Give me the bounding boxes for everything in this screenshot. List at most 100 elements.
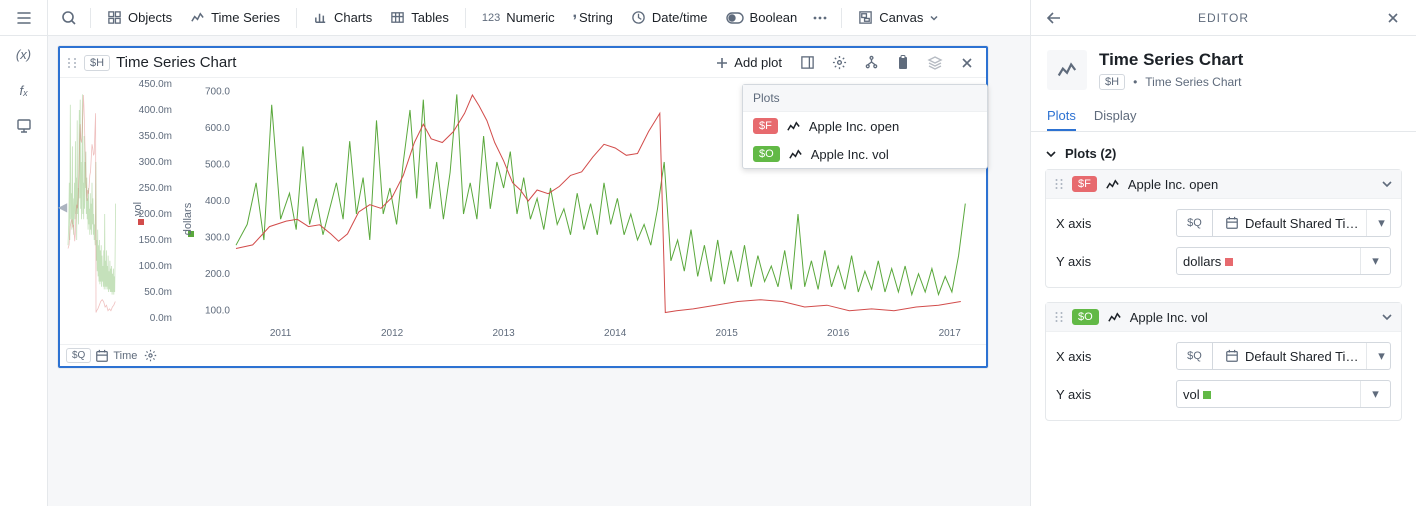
summary-chart-icon: [1047, 50, 1087, 90]
toolbar-tables-label: Tables: [411, 10, 449, 25]
legend-item-open[interactable]: $F Apple Inc. open: [743, 112, 987, 140]
line-chart-icon: [1105, 177, 1120, 192]
layers-icon[interactable]: [922, 50, 948, 76]
toolbar-objects[interactable]: Objects: [99, 6, 180, 29]
x-axis-label: X axis: [1056, 349, 1166, 364]
editor-summary: Time Series Chart $H • Time Series Chart: [1031, 36, 1416, 100]
y-axis-value: vol: [1183, 387, 1200, 402]
toolbar-time-series[interactable]: Time Series: [182, 6, 288, 29]
toolbar-more-icon[interactable]: [807, 5, 833, 31]
svg-text:500.0: 500.0: [205, 159, 230, 170]
plot-block-vol: $O Apple Inc. vol X axis $Q Default Shar…: [1045, 302, 1402, 421]
x-axis-badge: $Q: [1177, 210, 1213, 236]
drag-handle-icon[interactable]: [1054, 177, 1064, 191]
search-icon[interactable]: [56, 5, 82, 31]
toolbar-numeric[interactable]: 123 Numeric: [474, 6, 563, 29]
x-axis-select[interactable]: $Q Default Shared Ti… ▾: [1176, 342, 1391, 370]
x-axis-select[interactable]: $Q Default Shared Ti… ▾: [1176, 209, 1391, 237]
editor-tabs: Plots Display: [1031, 100, 1416, 132]
svg-text:350.0m: 350.0m: [139, 131, 172, 142]
drag-handle-icon[interactable]: [1054, 310, 1064, 324]
editor-close-icon[interactable]: [1380, 5, 1406, 31]
chevron-down-icon: ▾: [1360, 381, 1384, 407]
clipboard-icon[interactable]: [890, 50, 916, 76]
editor-body: Plots (2) $F Apple Inc. open X axis $Q: [1031, 132, 1416, 506]
summary-type: Time Series Chart: [1145, 75, 1241, 89]
footer-gear-icon[interactable]: [141, 347, 159, 365]
chart-badge: $H: [84, 55, 110, 71]
gear-icon[interactable]: [826, 50, 852, 76]
legend-item-vol[interactable]: $O Apple Inc. vol: [743, 140, 987, 168]
svg-text:200.0: 200.0: [205, 269, 230, 280]
plot-block-vol-header[interactable]: $O Apple Inc. vol: [1046, 303, 1401, 332]
hierarchy-icon[interactable]: [858, 50, 884, 76]
close-icon[interactable]: [954, 50, 980, 76]
toolbar-tables[interactable]: Tables: [382, 6, 457, 29]
hamburger-icon[interactable]: [0, 0, 48, 36]
legend-badge-open: $F: [753, 118, 778, 134]
svg-text:100.0m: 100.0m: [139, 261, 172, 272]
legend-badge-vol: $O: [753, 146, 780, 162]
svg-text:dollars: dollars: [182, 202, 194, 235]
toolbar-string[interactable]: ,, String: [565, 5, 621, 30]
calendar-icon: [1225, 216, 1239, 230]
chart-title: Time Series Chart: [116, 54, 236, 71]
x-axis-label: X axis: [1056, 216, 1166, 231]
back-icon[interactable]: [1041, 5, 1067, 31]
svg-text:450.0m: 450.0m: [139, 79, 172, 90]
svg-text:2016: 2016: [827, 328, 850, 339]
editor-header: EDITOR: [1031, 0, 1416, 36]
add-plot-button[interactable]: Add plot: [709, 52, 788, 73]
editor-panel: EDITOR Time Series Chart $H • Time Serie…: [1030, 0, 1416, 506]
y-axis-value: dollars: [1183, 254, 1221, 269]
drag-handle-icon[interactable]: [66, 56, 78, 70]
function-icon[interactable]: fx: [0, 72, 48, 108]
plot-block-open-header[interactable]: $F Apple Inc. open: [1046, 170, 1401, 199]
svg-text:2017: 2017: [939, 328, 962, 339]
calendar-icon: [1225, 349, 1239, 363]
plot-label: Apple Inc. open: [1128, 177, 1218, 192]
svg-text:300.0m: 300.0m: [139, 157, 172, 168]
svg-text:250.0m: 250.0m: [139, 183, 172, 194]
toolbar-charts[interactable]: Charts: [305, 6, 380, 29]
chevron-down-icon: [1381, 311, 1393, 323]
canvas[interactable]: ◀ $H Time Series Chart Add plot: [48, 36, 1030, 506]
variable-icon[interactable]: (x): [0, 36, 48, 72]
toolbar-boolean[interactable]: Boolean: [718, 6, 806, 29]
presentation-icon[interactable]: [0, 108, 48, 144]
plots-section-label: Plots (2): [1065, 146, 1116, 161]
tab-plots[interactable]: Plots: [1047, 100, 1076, 131]
layout-panel-icon[interactable]: [794, 50, 820, 76]
plot-badge: $F: [1072, 176, 1097, 192]
plots-section-header[interactable]: Plots (2): [1045, 142, 1402, 169]
x-axis-badge: $Q: [1177, 343, 1213, 369]
top-toolbar: Objects Time Series Charts Tables 123 Nu…: [48, 0, 1030, 36]
plot-label: Apple Inc. vol: [1130, 310, 1208, 325]
plot-block-open: $F Apple Inc. open X axis $Q Default Sha…: [1045, 169, 1402, 288]
svg-text:50.0m: 50.0m: [144, 287, 172, 298]
chevron-down-icon: [929, 13, 939, 23]
toolbar-charts-label: Charts: [334, 10, 372, 25]
y-axis-select[interactable]: dollars ▾: [1176, 247, 1391, 275]
line-chart-icon: [788, 147, 803, 162]
toolbar-time-series-label: Time Series: [211, 10, 280, 25]
chevron-down-icon: ▾: [1366, 343, 1390, 369]
svg-text:400.0m: 400.0m: [139, 105, 172, 116]
summary-badge: $H: [1099, 74, 1125, 90]
toolbar-string-label: String: [579, 10, 613, 25]
calendar-icon: [95, 349, 109, 363]
chart-footer: $Q Time: [60, 344, 986, 366]
plot-badge: $O: [1072, 309, 1099, 325]
svg-text:400.0: 400.0: [205, 196, 230, 207]
toolbar-datetime[interactable]: Date/time: [623, 6, 716, 29]
toolbar-canvas[interactable]: Canvas: [850, 6, 947, 29]
legend-label-vol: Apple Inc. vol: [811, 147, 889, 162]
svg-text:2012: 2012: [381, 328, 404, 339]
y-axis-select[interactable]: vol ▾: [1176, 380, 1391, 408]
plots-popover-title: Plots: [743, 85, 987, 112]
tab-display[interactable]: Display: [1094, 100, 1137, 131]
chart-card[interactable]: ◀ $H Time Series Chart Add plot: [58, 46, 988, 368]
svg-text:600.0: 600.0: [205, 123, 230, 134]
svg-text:300.0: 300.0: [205, 233, 230, 244]
line-chart-icon: [786, 119, 801, 134]
